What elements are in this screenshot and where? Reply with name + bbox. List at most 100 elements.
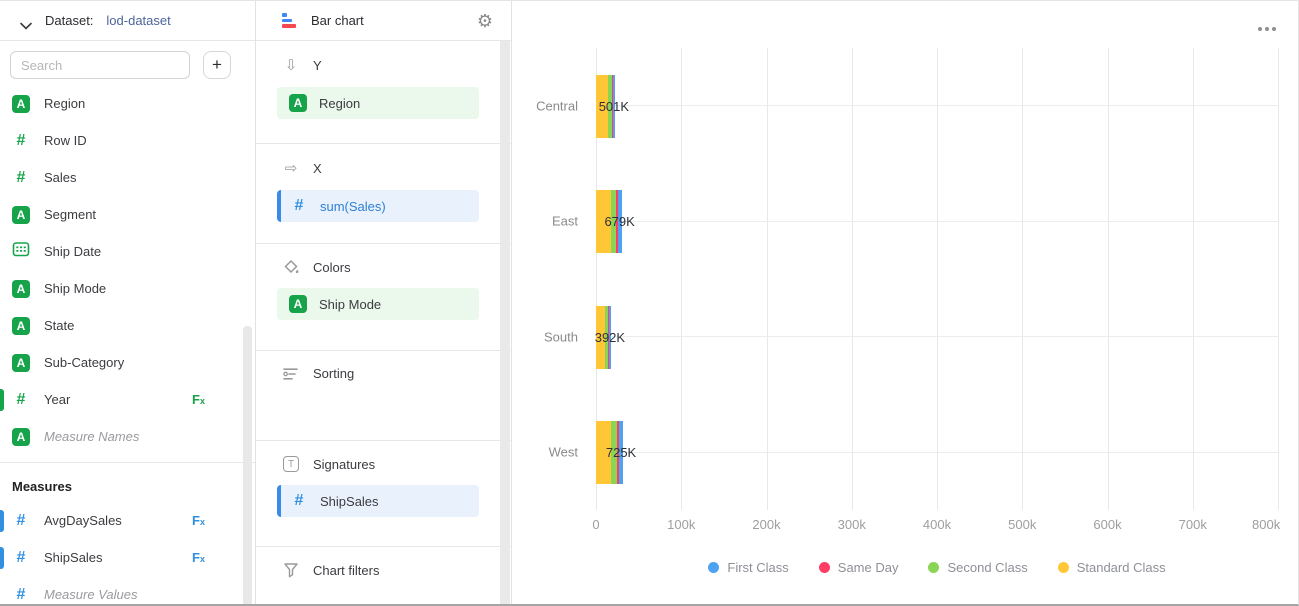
axis-tick-label: 500k <box>1008 517 1037 532</box>
bar-segment-west-same-day[interactable] <box>616 421 619 484</box>
signatures-field-pill[interactable]: # ShipSales <box>277 485 479 517</box>
field-label: Segment <box>44 207 97 222</box>
y-field-pill[interactable]: A Region <box>277 87 479 119</box>
bar-segment-south-same-day[interactable] <box>608 305 609 369</box>
bar-segment-east-first-class[interactable]: 679K <box>604 190 635 253</box>
date-type-icon <box>12 240 30 263</box>
left-panel-scrollbar[interactable] <box>243 326 252 604</box>
bar-segment-central-first-class[interactable]: 501K <box>599 74 629 138</box>
field-sales[interactable]: # Sales <box>0 159 255 196</box>
value-label-south: 392K <box>594 329 626 345</box>
y-field-label: Region <box>319 95 361 111</box>
field-label: Measure Names <box>44 429 140 444</box>
field-label: ShipSales <box>44 550 103 565</box>
field-label: Row ID <box>44 133 87 148</box>
gridline-vertical <box>1107 48 1109 510</box>
gridline-vertical <box>851 48 853 510</box>
bar-segment-south-first-class[interactable]: 392K <box>595 305 625 369</box>
measures-section-title: Measures <box>12 479 72 494</box>
bar-row-central[interactable]: 501K <box>596 74 629 138</box>
colors-field-pill[interactable]: A Ship Mode <box>277 288 479 320</box>
measures-list: # AvgDaySales Fx # ShipSales Fx # Measure Value… <box>0 502 255 604</box>
search-row: + <box>10 51 243 79</box>
string-type-icon: A <box>289 94 307 112</box>
legend-label: First Class <box>727 560 789 575</box>
search-input[interactable] <box>10 51 190 79</box>
field-segment[interactable]: A Segment <box>0 196 255 233</box>
add-field-button[interactable]: + <box>203 51 231 79</box>
field-label: Ship Date <box>44 244 102 259</box>
bar-row-east[interactable]: 679K <box>596 190 635 253</box>
field-sub-category[interactable]: A Sub-Category <box>0 344 255 381</box>
chevron-down-icon[interactable] <box>20 17 32 30</box>
bar-row-west[interactable]: 725K <box>596 421 636 484</box>
bar-segment-central-same-day[interactable] <box>612 74 613 138</box>
chart-type-title[interactable]: Bar chart <box>311 13 364 28</box>
field-row-id[interactable]: # Row ID <box>0 122 255 159</box>
legend-item-second-class[interactable]: Second Class <box>928 560 1028 575</box>
bar-segment-south-standard-class[interactable] <box>596 305 605 369</box>
field-label: State <box>44 318 75 333</box>
config-header: Bar chart ⚙ <box>256 1 511 41</box>
category-label-central: Central <box>536 98 578 114</box>
section-chart-filters: Chart filters <box>256 547 511 578</box>
gridline-vertical <box>1278 48 1279 510</box>
x-field-pill[interactable]: # sum(Sales) <box>277 190 479 222</box>
bar-segment-east-second-class[interactable] <box>611 190 616 253</box>
chart-menu-icon[interactable] <box>1258 27 1276 31</box>
arrow-down-icon: ⇩ <box>284 57 298 74</box>
field-year[interactable]: # Year Fx <box>0 381 255 418</box>
section-x-label: X <box>313 160 322 176</box>
chart-area: 0 100k 200k 300k 400k 500k 600k 700k 800k Central… <box>512 1 1298 604</box>
field-avgdaysales[interactable]: # AvgDaySales Fx <box>0 502 255 539</box>
field-label: Ship Mode <box>44 281 107 296</box>
bar-segment-central-standard-class[interactable] <box>596 74 609 138</box>
value-label-central: 501K <box>598 98 630 114</box>
gridline-horizontal <box>596 220 1278 222</box>
plot-area: 0 100k 200k 300k 400k 500k 600k 700k 800k Central… <box>536 48 1280 532</box>
field-measure-values[interactable]: # Measure Values <box>0 576 255 604</box>
bar-segment-south-second-class[interactable] <box>604 305 609 369</box>
value-label-west: 725K <box>605 445 637 460</box>
colors-field-label: Ship Mode <box>319 296 382 312</box>
legend-swatch-same-day-icon <box>818 562 830 573</box>
gear-icon[interactable]: ⚙ <box>476 10 493 31</box>
bar-segment-west-first-class[interactable]: 725K <box>606 421 636 484</box>
bar-chart-type-icon[interactable] <box>282 13 298 28</box>
value-label-east: 679K <box>604 214 635 229</box>
legend-item-same-day[interactable]: Same Day <box>818 560 898 575</box>
field-measure-names[interactable]: A Measure Names <box>0 418 255 455</box>
field-ship-mode[interactable]: A Ship Mode <box>0 270 255 307</box>
legend-label: Second Class <box>947 560 1028 575</box>
bar-segment-central-second-class[interactable] <box>608 74 612 138</box>
sorting-icon <box>282 367 300 381</box>
bar-segment-east-same-day[interactable] <box>615 190 618 253</box>
number-type-icon: # <box>16 548 26 566</box>
section-colors: Colors A Ship Mode <box>256 244 511 351</box>
number-type-icon: # <box>294 492 304 509</box>
green-string-type-icon: A <box>12 94 30 113</box>
green-string-type-icon: A <box>12 279 30 298</box>
dimensions-list: A Region # Row ID # Sales A Segment Ship Date A Sh… <box>0 85 255 455</box>
paint-bucket-icon <box>282 259 300 275</box>
axis-tick-label: 400k <box>922 517 952 532</box>
field-state[interactable]: A State <box>0 307 255 344</box>
axis-tick-label: 0 <box>592 517 600 532</box>
bar-segment-east-standard-class[interactable] <box>596 190 612 253</box>
green-string-type-icon: A <box>12 427 30 446</box>
legend-item-standard-class[interactable]: Standard Class <box>1057 560 1166 575</box>
gridline-vertical <box>596 48 597 510</box>
number-type-icon: # <box>16 168 26 186</box>
field-shipsales[interactable]: # ShipSales Fx <box>0 539 255 576</box>
bar-segment-west-second-class[interactable] <box>611 421 617 484</box>
field-region[interactable]: A Region <box>0 85 255 122</box>
dataset-panel: Dataset: lod-dataset + A Region # Row ID # Sa… <box>0 1 256 604</box>
bar-segment-west-standard-class[interactable] <box>596 421 612 484</box>
bar-row-south[interactable]: 392K <box>595 305 626 369</box>
section-signatures: T Signatures # ShipSales <box>256 441 511 547</box>
config-panel-scrollbar[interactable] <box>500 41 510 604</box>
dataset-name-link[interactable]: lod-dataset <box>106 13 171 28</box>
field-ship-date[interactable]: Ship Date <box>0 233 255 270</box>
legend-item-first-class[interactable]: First Class <box>708 560 789 575</box>
formula-icon: Fx <box>192 392 205 407</box>
